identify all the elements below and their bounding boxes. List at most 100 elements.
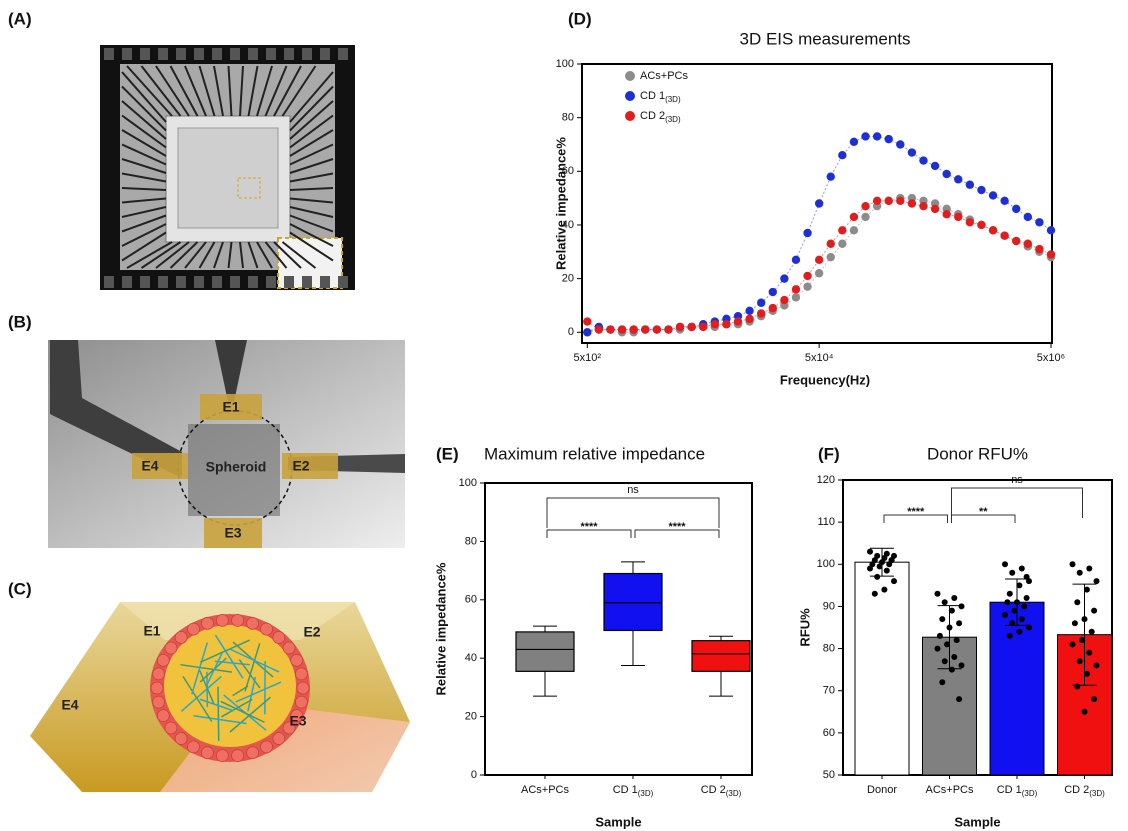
chip-pad: [212, 48, 222, 60]
data-point: [850, 226, 858, 234]
data-point: [931, 162, 939, 170]
data-point: [629, 325, 637, 333]
data-point: [896, 140, 904, 148]
data-point: [861, 202, 869, 210]
significance-label: ****: [668, 521, 686, 533]
data-point: [618, 325, 626, 333]
cell: [247, 747, 259, 759]
data-point: [1084, 587, 1090, 593]
data-point: [1012, 205, 1020, 213]
chip-pad: [122, 48, 132, 60]
data-point: [1000, 231, 1008, 239]
data-point: [937, 633, 943, 639]
data-point: [769, 304, 777, 312]
data-point: [1026, 625, 1032, 631]
x-tick-label: CD 1(3D): [613, 784, 654, 798]
x-axis-label: Frequency(Hz): [780, 372, 870, 387]
chip-pad: [248, 48, 258, 60]
data-point: [850, 138, 858, 146]
data-point: [1082, 616, 1088, 622]
y-tick-label: 100: [459, 477, 477, 489]
x-tick-label: 5x10²: [574, 352, 602, 364]
data-point: [1009, 570, 1015, 576]
chip-pad: [104, 48, 114, 60]
data-point: [867, 566, 873, 572]
data-point: [653, 325, 661, 333]
data-point: [1000, 197, 1008, 205]
panel-label: (D): [568, 9, 592, 28]
data-point: [1014, 599, 1020, 605]
legend-label: CD 1(3D): [640, 90, 681, 104]
data-point: [896, 197, 904, 205]
data-point: [803, 282, 811, 290]
data-point: [949, 608, 955, 614]
electrode-label: E4: [141, 458, 158, 474]
x-tick-label: CD 2(3D): [701, 784, 742, 798]
data-point: [977, 221, 985, 229]
data-point: [956, 620, 962, 626]
legend-marker: [625, 111, 635, 121]
data-point: [942, 170, 950, 178]
y-axis-label: Relative impedance%: [553, 137, 568, 270]
chart-title: Maximum relative impedance: [484, 444, 705, 463]
chip-pad: [266, 48, 276, 60]
data-point: [935, 646, 941, 652]
data-point: [1094, 662, 1100, 668]
x-axis-label: Sample: [595, 814, 641, 829]
data-point: [1070, 561, 1076, 567]
data-point: [1091, 608, 1097, 614]
data-point: [944, 641, 950, 647]
data-point: [757, 309, 765, 317]
significance-label: ns: [627, 484, 639, 496]
data-point: [827, 240, 835, 248]
y-axis-label: Relative impedance%: [433, 562, 448, 695]
chart-title: 3D EIS measurements: [739, 29, 910, 48]
significance-label: **: [979, 506, 988, 518]
chip-pad: [302, 48, 312, 60]
data-point: [1019, 566, 1025, 572]
cell: [188, 741, 200, 753]
data-point: [1021, 603, 1027, 609]
y-tick-label: 100: [817, 558, 835, 570]
data-point: [1094, 578, 1100, 584]
microscopy-image-part: [282, 453, 338, 479]
data-point: [956, 696, 962, 702]
chip-pad: [230, 276, 240, 288]
cell: [232, 614, 244, 626]
y-tick-label: 60: [823, 727, 835, 739]
data-point: [641, 325, 649, 333]
significance-label: ns: [1011, 474, 1023, 486]
x-tick-label: CD 2(3D): [1064, 784, 1105, 798]
chip-pad: [158, 276, 168, 288]
data-point: [931, 205, 939, 213]
x-tick-label: ACs+PCs: [926, 784, 974, 796]
cell: [157, 710, 169, 722]
cell: [157, 654, 169, 666]
y-tick-label: 100: [556, 58, 574, 70]
y-tick-label: 40: [465, 652, 477, 664]
series-line: [587, 198, 1051, 332]
chip-pad: [248, 276, 258, 288]
chip-pad: [284, 48, 294, 60]
spheroid-label: Spheroid: [206, 459, 267, 475]
box: [692, 641, 750, 672]
data-point: [803, 272, 811, 280]
data-point: [687, 323, 695, 331]
data-point: [850, 213, 858, 221]
chip-pad: [320, 276, 330, 288]
cell: [165, 722, 177, 734]
data-point: [874, 574, 880, 580]
data-point: [942, 210, 950, 218]
x-tick-label: Donor: [867, 784, 897, 796]
data-point: [780, 296, 788, 304]
data-point: [1012, 237, 1020, 245]
cell: [261, 741, 273, 753]
electrode-label: E1: [222, 399, 239, 415]
x-tick-label: ACs+PCs: [521, 784, 569, 796]
data-point: [1079, 637, 1085, 643]
panel-label: (E): [436, 444, 459, 463]
cell: [201, 747, 213, 759]
data-point: [803, 229, 811, 237]
cell: [291, 654, 303, 666]
data-point: [951, 654, 957, 660]
